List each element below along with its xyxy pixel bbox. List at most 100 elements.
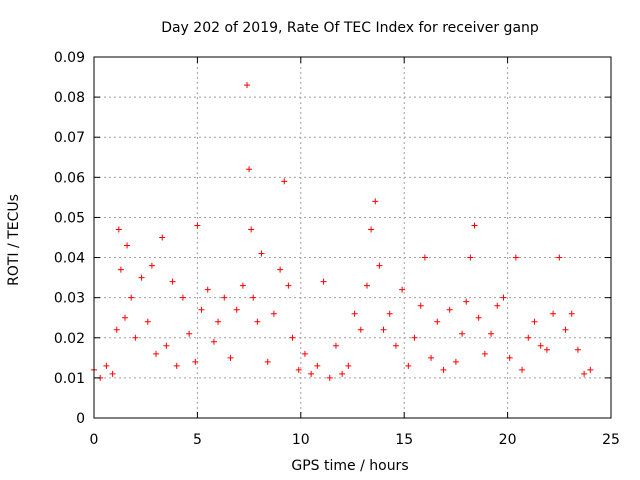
y-tick-label: 0.04 [54,251,85,267]
data-point [270,310,277,317]
data-point [117,266,124,273]
data-point [339,370,346,377]
data-point [372,198,379,205]
data-point [392,342,399,349]
data-point [568,310,575,317]
data-point [258,250,265,257]
data-point [434,318,441,325]
data-point [519,366,526,373]
data-point [289,334,296,341]
x-tick-label: 5 [193,432,202,448]
x-tick-label: 10 [292,432,310,448]
data-point [463,298,470,305]
x-tick-label: 0 [90,432,99,448]
data-point [124,242,131,249]
data-point [475,314,482,321]
data-point [122,314,129,321]
data-point [285,282,292,289]
data-point [574,346,581,353]
y-tick-label: 0.06 [54,170,85,186]
data-point [351,310,358,317]
data-point [128,294,135,301]
data-point [446,306,453,313]
data-point [452,358,459,365]
y-tick-label: 0.05 [54,210,85,226]
data-point [332,342,339,349]
x-tick-label: 20 [499,432,517,448]
data-point [525,334,532,341]
plot-frame [93,56,612,419]
data-point [345,362,352,369]
data-point [295,366,302,373]
data-point [132,334,139,341]
data-point [368,226,375,233]
data-point [138,274,145,281]
data-point [320,278,327,285]
data-point [204,286,211,293]
data-point [471,222,478,229]
data-point [357,326,364,333]
data-point [467,254,474,261]
data-point [543,346,550,353]
data-point [244,82,251,89]
data-point [363,282,370,289]
data-point [246,166,253,173]
data-point [550,310,557,317]
data-point [314,362,321,369]
data-point [186,330,193,337]
data-point [221,294,228,301]
data-point [250,294,257,301]
data-point [194,222,201,229]
data-point [459,330,466,337]
x-tick-label: 15 [395,432,413,448]
data-point [411,334,418,341]
data-point [376,262,383,269]
data-point [512,254,519,261]
data-point [421,254,428,261]
data-point [159,234,166,241]
data-point [386,310,393,317]
data-point [405,362,412,369]
data-point [506,354,513,361]
data-point [281,178,288,185]
data-point [113,326,120,333]
x-tick-label: 25 [602,432,620,448]
y-axis-label: ROTI / TECUs [6,194,22,286]
data-point [277,266,284,273]
data-point [428,354,435,361]
axis-ticks: 0 5 10 15 20 25 0 0.01 0.02 0.03 0.04 0.05 0.06 0.07 0… [54,50,620,448]
y-tick-label: 0 [76,411,85,427]
data-point [531,318,538,325]
y-tick-label: 0.03 [54,291,85,307]
data-point [109,370,116,377]
y-tick-label: 0.08 [54,90,85,106]
data-point [301,350,308,357]
data-point [494,302,501,309]
data-point [264,358,271,365]
data-point [148,262,155,269]
data-point [587,366,594,373]
y-tick-label: 0.09 [54,50,85,66]
data-point [326,374,333,381]
data-point [179,294,186,301]
data-point [169,278,176,285]
data-point [103,362,110,369]
data-point [556,254,563,261]
data-point [380,326,387,333]
data-point [115,226,122,233]
data-point [308,370,315,377]
grid-lines [94,57,611,418]
data-point [417,302,424,309]
y-tick-label: 0.07 [54,130,85,146]
data-point [239,282,246,289]
data-point [153,350,160,357]
chart-title: Day 202 of 2019, Rate Of TEC Index for r… [161,20,539,36]
data-point [192,358,199,365]
data-point [215,318,222,325]
data-point [210,338,217,345]
data-point [537,342,544,349]
data-point [562,326,569,333]
data-point [481,350,488,357]
data-point [227,354,234,361]
